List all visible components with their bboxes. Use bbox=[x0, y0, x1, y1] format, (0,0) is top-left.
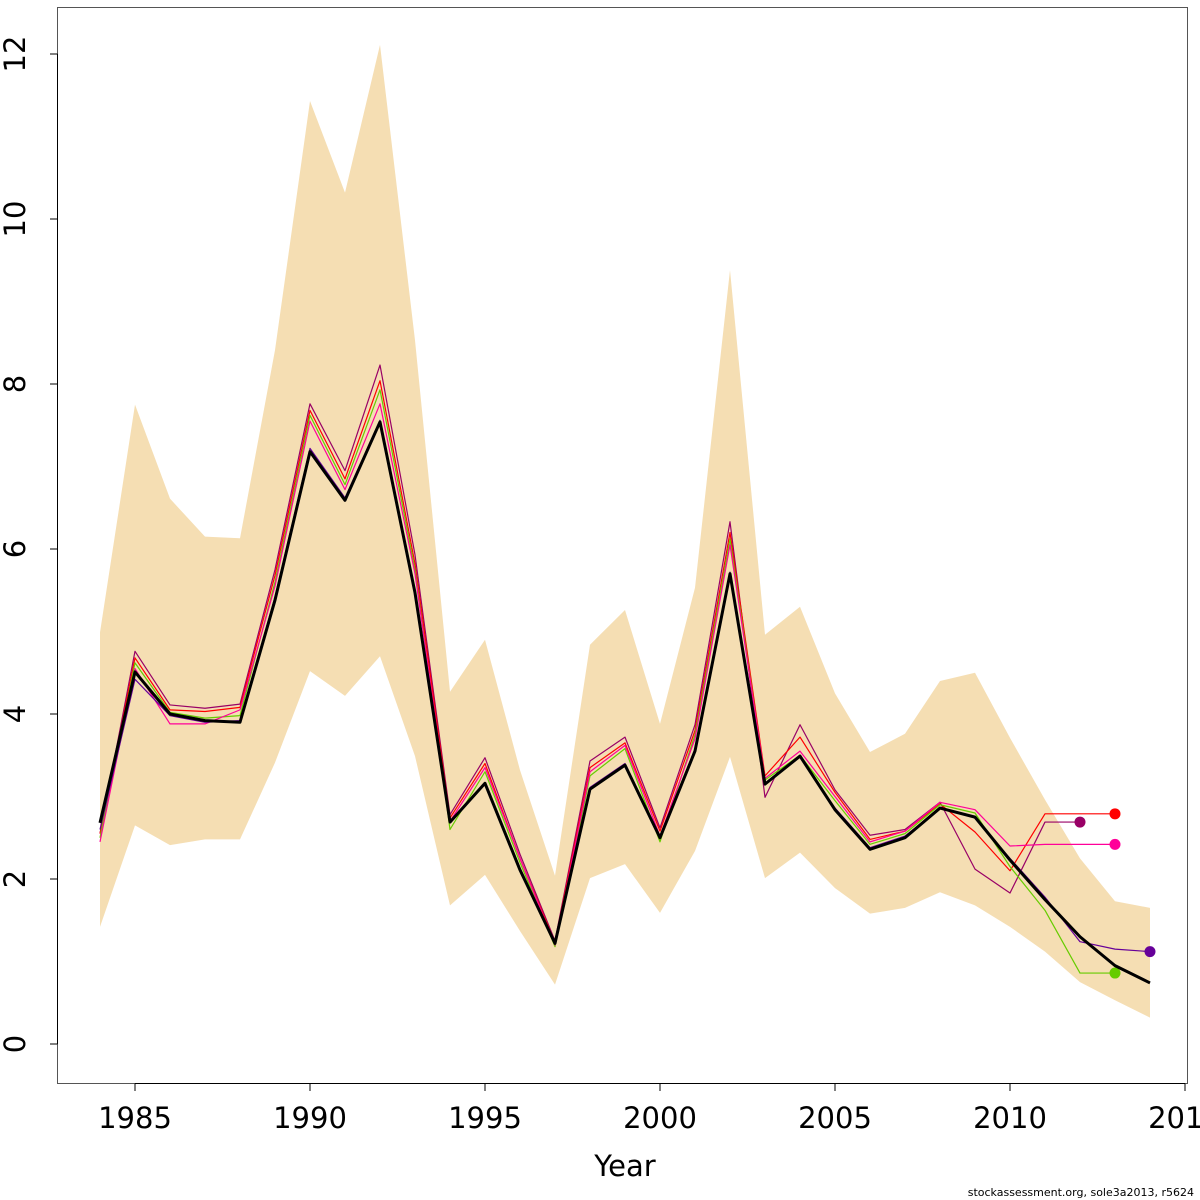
y-tick-label: 2 bbox=[0, 870, 32, 888]
terminal-point-retro-2013-red bbox=[1109, 808, 1121, 820]
y-tick-label: 4 bbox=[0, 705, 32, 723]
terminal-point-retro-2013-green bbox=[1109, 967, 1121, 979]
series-line-retro-2013-pink bbox=[99, 403, 1115, 946]
series-line-retro-2013-green bbox=[99, 389, 1115, 974]
confidence-band bbox=[100, 44, 1150, 1018]
x-tick-label: 2000 bbox=[623, 1101, 697, 1135]
y-tick-label: 8 bbox=[0, 375, 32, 393]
series-line-retro-2012 bbox=[99, 364, 1080, 942]
x-tick-label: 2015 bbox=[1148, 1101, 1200, 1135]
series-line-estimate bbox=[98, 420, 1151, 985]
y-tick-label: 10 bbox=[0, 201, 32, 238]
x-tick-label: 2005 bbox=[798, 1101, 872, 1135]
terminal-point-retro-2013-pink bbox=[1109, 838, 1121, 850]
series-layer bbox=[98, 364, 1156, 985]
terminal-point-retro-2014-purple bbox=[1144, 946, 1156, 958]
confidence-band-layer bbox=[100, 44, 1150, 1018]
x-tick-label: 1985 bbox=[98, 1101, 172, 1135]
terminal-point-retro-2012 bbox=[1074, 816, 1086, 828]
x-tick-label: 1990 bbox=[273, 1101, 347, 1135]
x-tick-label: 2010 bbox=[973, 1101, 1047, 1135]
y-tick-label: 0 bbox=[0, 1035, 32, 1053]
x-axis-label: Year bbox=[593, 1149, 655, 1183]
axes: 1985 1990 1995 2000 2005 2010 2015 0 2 4 6 8 10 12 bbox=[0, 36, 1200, 1135]
footer-credit: stockassessment.org, sole3a2013, r5624 bbox=[968, 1186, 1194, 1199]
y-tick-label: 12 bbox=[0, 36, 32, 73]
x-tick-label: 1995 bbox=[448, 1101, 522, 1135]
y-tick-label: 6 bbox=[0, 540, 32, 558]
